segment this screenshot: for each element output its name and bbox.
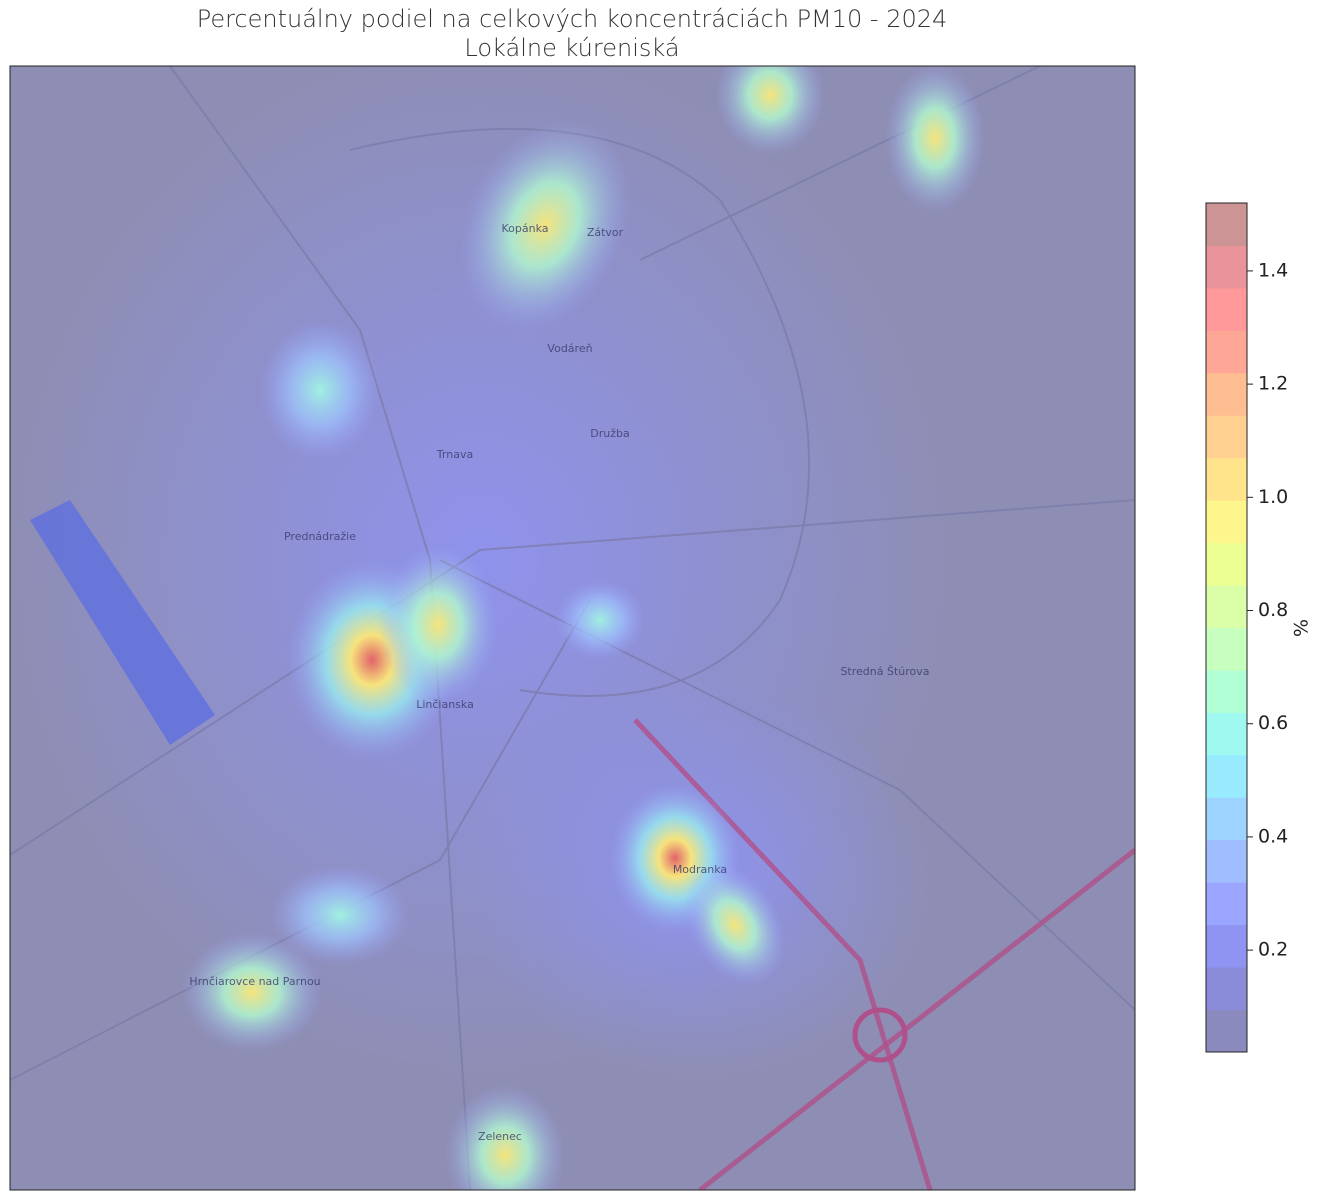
colorbar-band: [1206, 330, 1247, 374]
colorbar: 0.2 0.4 0.6 0.8 1.0 1.2 1.4: [1205, 202, 1288, 1053]
heat-spot: [684, 864, 786, 986]
heat-spot: [270, 865, 410, 965]
heat-spot: [378, 545, 498, 705]
roundabout: [852, 1007, 908, 1063]
map-label: Zátvor: [587, 226, 624, 239]
highway: [698, 848, 1135, 1190]
map-label: Kopánka: [501, 222, 548, 235]
colorbar-band: [1206, 287, 1247, 331]
map-label: Modranka: [673, 863, 727, 876]
colorbar-tick-label: 1.2: [1258, 373, 1288, 395]
colorbar-band: [1206, 712, 1247, 756]
map-frame: [9, 65, 1136, 1191]
colorbar-band: [1206, 839, 1247, 883]
colorbar-band: [1206, 457, 1247, 501]
colorbar-frame: [1205, 202, 1248, 1053]
heat-spot: [555, 580, 645, 660]
chart-subtitle: Lokálne kúreniská: [464, 34, 679, 62]
colorbar-tick-label: 1.4: [1258, 259, 1288, 281]
colorbar-tick-label: 0.4: [1258, 825, 1288, 847]
heat-spot: [458, 119, 632, 331]
map-label: Stredná Štúrova: [840, 665, 929, 678]
map-label: Družba: [590, 427, 629, 440]
map-label: Hrnčiarovce nad Parnou: [189, 975, 320, 988]
colorbar-band: [1206, 585, 1247, 628]
map-label: Vodáreň: [547, 342, 592, 355]
colorbar-band: [1206, 669, 1247, 713]
colorbar-band: [1206, 245, 1247, 289]
colorbar-band: [1206, 1009, 1247, 1053]
map-labels: Trnava Kopánka Zátvor Vodáreň Družba Prednádr…: [189, 222, 929, 1143]
colorbar-band: [1206, 882, 1247, 926]
heat-spot: [445, 1085, 565, 1190]
heat-spot: [715, 66, 825, 155]
colorbar-band: [1206, 415, 1247, 459]
colorbar-tick-label: 0.8: [1258, 599, 1288, 621]
lake: [30, 500, 215, 745]
map-label: Linčianska: [416, 698, 474, 711]
chart-title: Percentuálny podiel na celkových koncent…: [197, 5, 948, 33]
map-label: Zelenec: [478, 1130, 522, 1143]
colorbar-band: [1206, 967, 1247, 1011]
colorbar-band: [1206, 372, 1247, 416]
colorbar-tick-label: 0.6: [1258, 712, 1288, 734]
map-label: Trnava: [436, 448, 473, 461]
colorbar-tick-label: 1.0: [1258, 486, 1288, 508]
colorbar-label: %: [1291, 619, 1313, 637]
heat-spot: [885, 66, 985, 213]
map-label: Prednádražie: [284, 530, 356, 543]
colorbar-tick-label: 0.2: [1258, 939, 1288, 961]
colorbar-band: [1206, 754, 1247, 798]
colorbar-band: [1206, 797, 1247, 841]
map: Trnava Kopánka Zátvor Vodáreň Družba Prednádr…: [10, 66, 1135, 1190]
heat-spot: [260, 320, 380, 460]
colorbar-band: [1206, 500, 1247, 544]
colorbar-band: [1206, 924, 1247, 968]
heat-spot: [182, 932, 322, 1052]
colorbar-band: [1206, 542, 1247, 586]
colorbar-band: [1206, 203, 1247, 246]
colorbar-band: [1206, 627, 1247, 671]
